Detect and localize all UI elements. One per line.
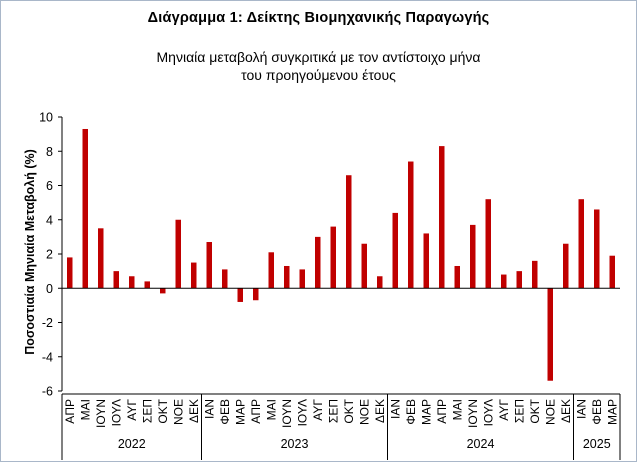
bar — [175, 219, 181, 289]
year-label: 2024 — [467, 437, 495, 451]
bar — [284, 265, 290, 289]
y-tick-label: 0 — [46, 282, 53, 296]
bar — [392, 212, 398, 289]
y-tick-label: 8 — [46, 145, 53, 159]
x-tick-label: ΑΥΓ — [497, 399, 511, 421]
x-tick-label: ΙΟΥΝ — [280, 399, 294, 428]
bar — [547, 288, 553, 381]
bar — [439, 146, 445, 289]
bar — [563, 243, 569, 289]
x-tick-label: ΑΠΡ — [63, 399, 77, 424]
bar — [377, 276, 383, 289]
bar — [330, 226, 336, 289]
x-tick-label: ΜΑΡ — [233, 399, 247, 425]
bar — [206, 242, 212, 289]
x-tick-label: ΟΚΤ — [156, 398, 170, 423]
x-tick-label: ΙΑΝ — [574, 399, 588, 419]
x-tick-label: ΑΠΡ — [435, 399, 449, 424]
bar — [578, 199, 584, 289]
year-label: 2022 — [118, 437, 146, 451]
x-tick-label: ΦΕΒ — [590, 399, 604, 425]
bar — [237, 288, 243, 302]
bar — [82, 128, 88, 289]
bar — [501, 274, 507, 289]
bar — [454, 265, 460, 289]
bar — [268, 252, 274, 289]
x-tick-label: ΣΕΠ — [326, 399, 340, 423]
bar — [113, 271, 119, 289]
x-tick-label: ΔΕΚ — [559, 399, 573, 423]
bar — [253, 288, 259, 301]
bar — [485, 199, 491, 289]
bar — [594, 209, 600, 289]
x-tick-label: ΜΑΙ — [264, 399, 278, 420]
x-tick-label: ΙΟΥΛ — [109, 399, 123, 426]
x-tick-label: ΙΟΥΝ — [466, 399, 480, 428]
bar — [144, 281, 150, 289]
x-tick-label: ΙΟΥΛ — [295, 399, 309, 426]
y-tick-label: -6 — [42, 385, 53, 399]
bar — [423, 233, 429, 289]
x-tick-label: ΣΕΠ — [140, 399, 154, 423]
bar — [67, 257, 73, 289]
x-tick-label: ΔΕΚ — [187, 399, 201, 423]
y-tick-label: -4 — [42, 350, 53, 364]
x-tick-label: ΜΑΙ — [78, 399, 92, 420]
y-tick-label: 4 — [46, 213, 53, 227]
x-tick-label: ΝΟΕ — [357, 399, 371, 425]
x-tick-label: ΑΠΡ — [249, 399, 263, 424]
bar — [532, 260, 538, 289]
x-tick-label: ΦΕΒ — [218, 399, 232, 425]
x-tick-label: ΟΚΤ — [528, 398, 542, 423]
bar — [299, 269, 305, 289]
x-tick-label: ΦΕΒ — [404, 399, 418, 425]
x-tick-label: ΝΟΕ — [171, 399, 185, 425]
x-tick-label: ΝΟΕ — [543, 399, 557, 425]
bar — [315, 236, 321, 289]
year-label: 2023 — [281, 437, 309, 451]
x-tick-label: ΜΑΙ — [450, 399, 464, 420]
bar — [98, 228, 104, 289]
y-tick-label: 2 — [46, 248, 53, 262]
x-tick-label: ΙΟΥΝ — [94, 399, 108, 428]
x-tick-label: ΜΑΡ — [419, 399, 433, 425]
bar — [408, 161, 414, 289]
y-tick-label: -2 — [42, 316, 53, 330]
y-tick-label: 10 — [39, 111, 53, 125]
bar — [516, 271, 522, 289]
x-tick-label: ΑΥΓ — [125, 399, 139, 421]
x-tick-label: ΟΚΤ — [342, 398, 356, 423]
bar — [470, 224, 476, 289]
x-tick-label: ΔΕΚ — [373, 399, 387, 423]
y-tick-label: 6 — [46, 179, 53, 193]
chart-title: Διάγραμμα 1: Δείκτης Βιομηχανικής Παραγω… — [147, 10, 490, 26]
x-tick-label: ΑΥΓ — [311, 399, 325, 421]
bar — [346, 175, 352, 289]
x-tick-label: ΙΑΝ — [202, 399, 216, 419]
year-label: 2025 — [583, 437, 611, 451]
bar — [160, 288, 166, 294]
bar — [129, 276, 135, 289]
x-tick-label: ΙΟΥΛ — [481, 399, 495, 426]
bar — [191, 262, 197, 289]
bar — [609, 255, 615, 289]
bar — [222, 269, 228, 289]
x-tick-label: ΣΕΠ — [512, 399, 526, 423]
x-tick-label: ΙΑΝ — [388, 399, 402, 419]
x-tick-label: ΜΑΡ — [605, 399, 619, 425]
chart-subtitle: Μηνιαία μεταβολή συγκριτικά με τον αντίσ… — [156, 49, 481, 83]
bar — [361, 243, 367, 289]
